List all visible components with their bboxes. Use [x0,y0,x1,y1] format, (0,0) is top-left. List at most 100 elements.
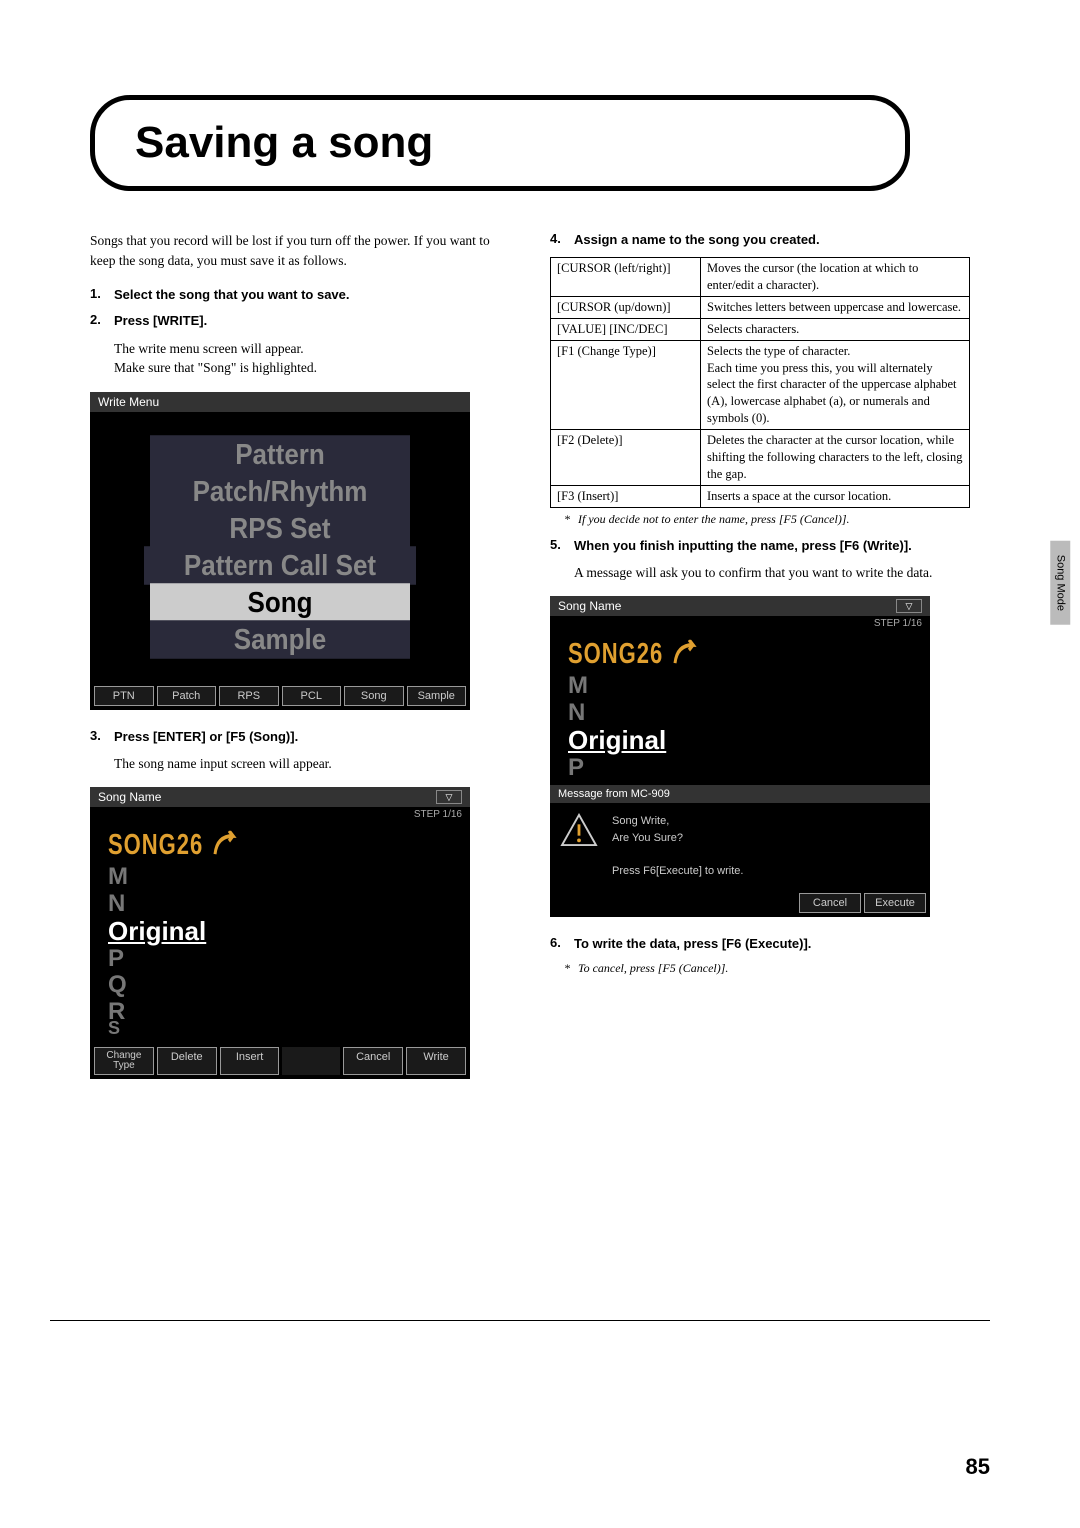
page-content: Saving a song Songs that you record will… [90,95,990,1435]
step-indicator: STEP 1/16 [90,807,470,822]
table-cell: [CURSOR (left/right)] [551,258,701,297]
titlebar-right-icons: ▽ [436,790,462,804]
asterisk: * [564,512,578,527]
control-table: [CURSOR (left/right)]Moves the cursor (t… [550,257,970,507]
step-2: 2. Press [WRITE]. [90,312,510,330]
message-body: Song Write, Are You Sure? Press F6[Execu… [550,803,930,889]
song-name-screenshot-1: Song Name ▽ STEP 1/16 SONG26 M N Origina… [90,787,470,1078]
footer-button: PTN [94,686,154,706]
footer-button: Cancel [343,1047,403,1075]
table-cell: [F2 (Delete)] [551,430,701,486]
titlebar-text: Song Name [98,790,161,804]
table-row: [F3 (Insert)]Inserts a space at the curs… [551,485,970,507]
song-id-text: SONG26 [568,637,663,671]
titlebar-text: Write Menu [98,395,159,409]
right-column: 4. Assign a name to the song you created… [550,231,970,1097]
step-number: 4. [550,231,574,249]
char-item: P [108,946,452,972]
message-line: Are You Sure? [612,832,683,844]
warning-icon [560,813,598,847]
table-cell: Switches letters between uppercase and l… [701,296,970,318]
screenshot-titlebar: Song Name ▽ [90,787,470,807]
bottom-rule [50,1320,990,1321]
menu-item-selected: Song [150,583,410,622]
table-row: [CURSOR (left/right)]Moves the cursor (t… [551,258,970,297]
page-title: Saving a song [135,118,865,168]
footer-button: Insert [220,1047,280,1075]
table-row: [F1 (Change Type)]Selects the type of ch… [551,340,970,429]
footer-button: Cancel [799,893,861,913]
page-number: 85 [966,1454,990,1480]
footer-button: Write [406,1047,466,1075]
table-cell: Deletes the character at the cursor loca… [701,430,970,486]
intro-text: Songs that you record will be lost if yo… [90,231,510,270]
table-cell: [VALUE] [INC/DEC] [551,318,701,340]
menu-item: Patch/Rhythm [150,472,410,511]
song-id: SONG26 [568,637,912,671]
footer-button: PCL [282,686,342,706]
step-number: 6. [550,935,574,953]
table-cell: [F1 (Change Type)] [551,340,701,429]
song-id: SONG26 [108,828,452,862]
menu-item: Pattern Call Set [144,546,416,585]
footnote-1: *If you decide not to enter the name, pr… [564,512,970,527]
step-number: 2. [90,312,114,330]
step-text: Select the song that you want to save. [114,286,350,304]
screenshot-footer: PTN Patch RPS PCL Song Sample [90,682,470,710]
char-item: N [108,891,452,917]
footer-button: ChangeType [94,1047,154,1075]
step-text: To write the data, press [F6 (Execute)]. [574,935,811,953]
char-item-selected: Original [568,726,912,755]
char-item-selected: Original [108,917,452,946]
table-row: [VALUE] [INC/DEC]Selects characters. [551,318,970,340]
song-name-body: SONG26 M N Original P Q R S [90,822,470,1042]
footer-button: Patch [157,686,217,706]
message-line: Song Write, [612,815,669,827]
step-text: Assign a name to the song you created. [574,231,820,249]
title-box: Saving a song [90,95,910,191]
write-menu-screenshot: Write Menu Pattern Patch/Rhythm RPS Set … [90,392,470,710]
step-1: 1. Select the song that you want to save… [90,286,510,304]
menu-item: Sample [150,620,410,659]
footer-button: Song [344,686,404,706]
step-body-line: Make sure that "Song" is highlighted. [114,360,317,375]
footnote-text: If you decide not to enter the name, pre… [578,512,850,526]
table-cell: [CURSOR (up/down)] [551,296,701,318]
song-name-body: SONG26 M N Original P [550,631,930,785]
char-item: Q [108,972,452,998]
screenshot-titlebar: Write Menu [90,392,470,412]
message-bar: Message from MC-909 [550,785,930,803]
table-cell: Selects the type of character. Each time… [701,340,970,429]
char-item: N [568,700,912,726]
step-5-body: A message will ask you to confirm that y… [574,563,970,583]
table-row: [CURSOR (up/down)]Switches letters betwe… [551,296,970,318]
song-name-screenshot-2: Song Name ▽ STEP 1/16 SONG26 M N Origina… [550,596,930,917]
char-list: M N Original P Q R S [108,864,452,1038]
char-item-partial: S [108,1019,452,1039]
curved-arrow-icon [213,831,241,860]
titlebar-right-icons: ▽ [896,599,922,613]
curved-arrow-icon [673,640,701,669]
step-3-body: The song name input screen will appear. [114,754,510,774]
footer-button: Sample [407,686,467,706]
footnote-2: *To cancel, press [F5 (Cancel)]. [564,961,970,976]
table-cell: Inserts a space at the cursor location. [701,485,970,507]
message-line: Press F6[Execute] to write. [612,865,743,877]
screenshot-footer: ChangeType Delete Insert Cancel Write [90,1043,470,1079]
step-number: 5. [550,537,574,555]
down-icon: ▽ [436,790,462,804]
side-tab: Song Mode [1050,541,1070,625]
step-4: 4. Assign a name to the song you created… [550,231,970,249]
char-list: M N Original P [568,673,912,781]
footer-button: Execute [864,893,926,913]
two-column-layout: Songs that you record will be lost if yo… [90,231,990,1097]
footer-button: Delete [157,1047,217,1075]
table-cell: Selects characters. [701,318,970,340]
step-text: Press [ENTER] or [F5 (Song)]. [114,728,298,746]
footer-spacer [282,1047,340,1075]
asterisk: * [564,961,578,976]
down-icon: ▽ [896,599,922,613]
menu-item: RPS Set [150,509,410,548]
step-body-line: The write menu screen will appear. [114,341,304,356]
step-indicator: STEP 1/16 [550,616,930,631]
